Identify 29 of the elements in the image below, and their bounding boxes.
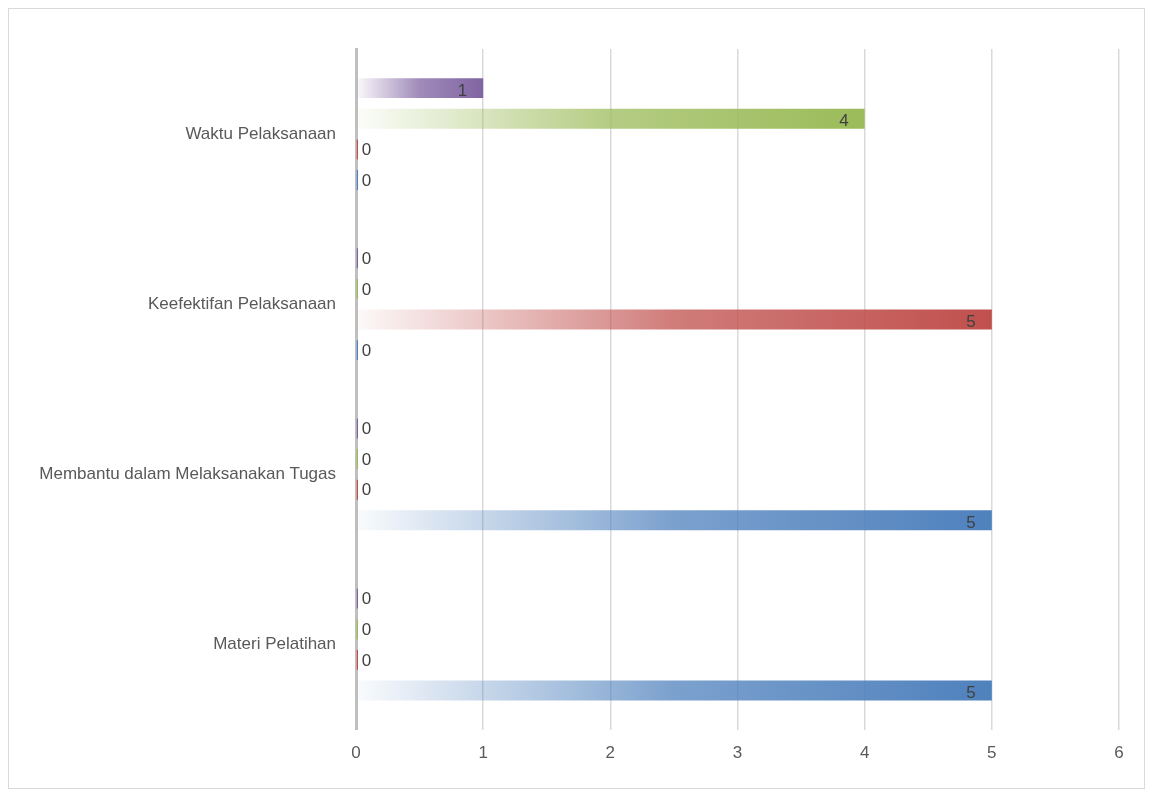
data-label: 0	[361, 340, 372, 360]
y-tick-label: Membantu dalam Melaksanakan Tugas	[39, 464, 337, 484]
x-tick-label: 4	[859, 743, 870, 763]
x-tick-label: 6	[1114, 743, 1124, 763]
data-label: 0	[361, 480, 372, 500]
data-label: 0	[361, 589, 372, 609]
y-tick-label: Keefektifan Pelaksanaan	[147, 293, 337, 313]
x-tick-label: 5	[987, 743, 997, 763]
data-label: 0	[361, 419, 372, 439]
data-label: 5	[966, 513, 976, 532]
data-label: 1	[457, 80, 468, 100]
bar	[356, 510, 992, 531]
x-tick-label: 3	[732, 743, 743, 763]
data-label: 0	[361, 619, 372, 639]
y-tick-label: Materi Pelatihan	[213, 634, 337, 654]
data-label: 5	[966, 312, 976, 332]
x-tick-label: 1	[478, 743, 488, 763]
data-label: 0	[361, 650, 372, 670]
data-label: 0	[361, 248, 372, 268]
x-tick-label: 2	[605, 743, 616, 763]
bar	[356, 680, 992, 701]
data-label: 0	[361, 449, 372, 469]
data-label: 0	[361, 279, 372, 299]
x-tick-label: 0	[351, 743, 361, 763]
y-tick-label: Waktu Pelaksanaan	[185, 123, 337, 143]
data-label: 4	[839, 111, 849, 131]
data-label: 0	[361, 140, 372, 160]
data-label: 5	[966, 683, 976, 703]
data-label: 0	[361, 170, 372, 190]
